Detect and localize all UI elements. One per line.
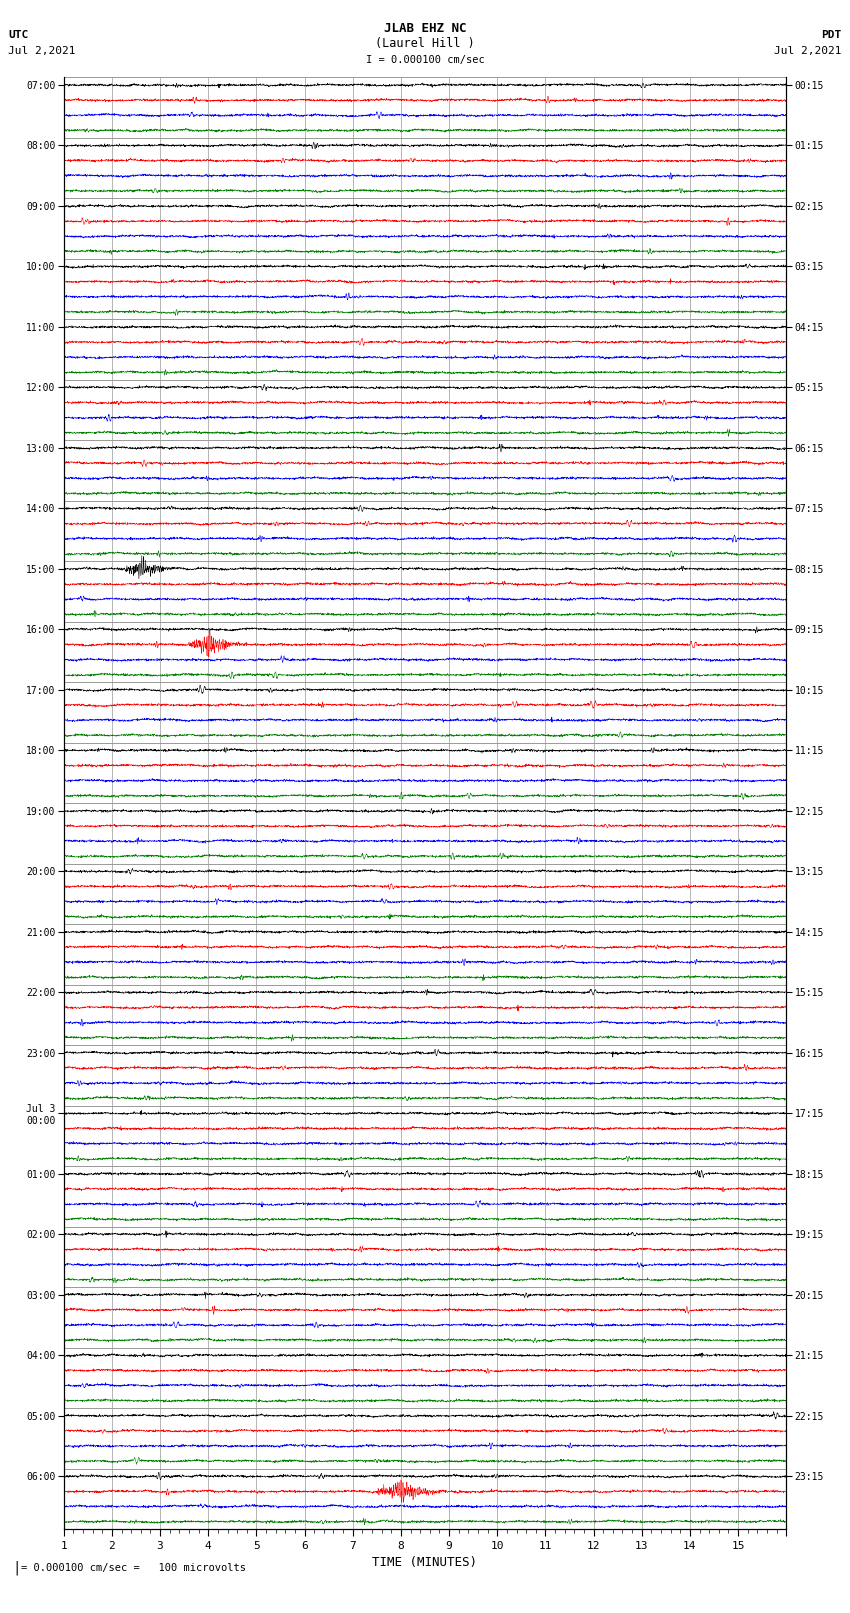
Text: PDT: PDT xyxy=(821,31,842,40)
Text: = 0.000100 cm/sec =   100 microvolts: = 0.000100 cm/sec = 100 microvolts xyxy=(21,1563,246,1573)
Text: (Laurel Hill ): (Laurel Hill ) xyxy=(375,37,475,50)
Text: |: | xyxy=(13,1561,21,1574)
X-axis label: TIME (MINUTES): TIME (MINUTES) xyxy=(372,1557,478,1569)
Text: Jul 2,2021: Jul 2,2021 xyxy=(774,47,842,56)
Text: UTC: UTC xyxy=(8,31,29,40)
Text: JLAB EHZ NC: JLAB EHZ NC xyxy=(383,23,467,35)
Text: Jul 2,2021: Jul 2,2021 xyxy=(8,47,76,56)
Text: I = 0.000100 cm/sec: I = 0.000100 cm/sec xyxy=(366,55,484,65)
